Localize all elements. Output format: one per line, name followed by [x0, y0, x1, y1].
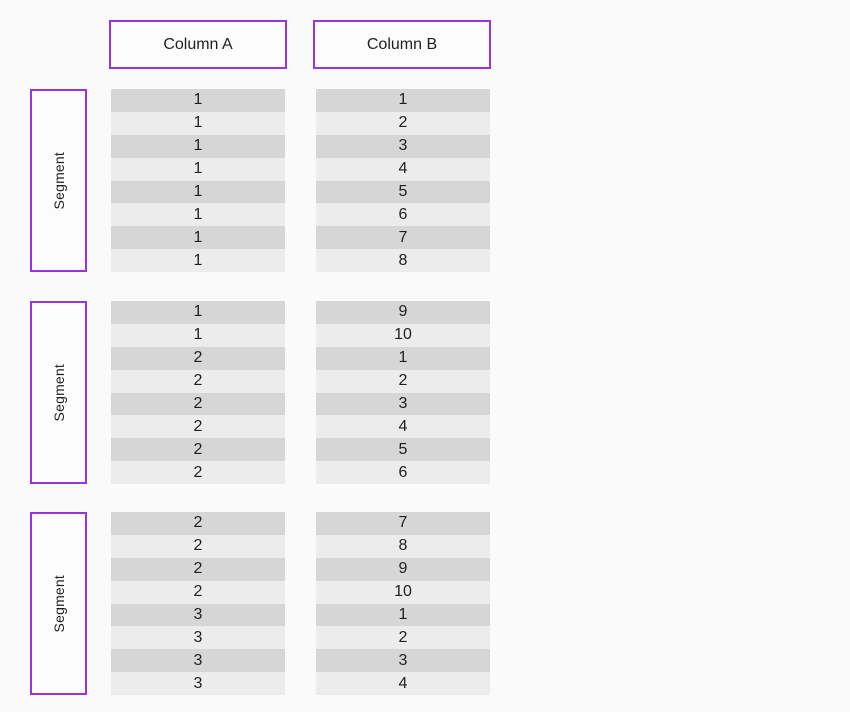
table-cell: 9: [316, 301, 490, 324]
table-cell: 8: [316, 249, 490, 272]
table-cell: 1: [111, 226, 285, 250]
table-cell: 3: [316, 649, 490, 673]
table-cell: 7: [316, 512, 490, 535]
column-b-cells: 7 8 9 10 1 2 3 4: [316, 512, 490, 695]
table-cell: 1: [111, 301, 285, 324]
table-cell: 4: [316, 415, 490, 439]
table-cell: 2: [111, 415, 285, 439]
table-cell: 5: [316, 180, 490, 204]
table-cell: 2: [111, 461, 285, 484]
table-cell: 6: [316, 461, 490, 484]
table-cell: 2: [111, 438, 285, 462]
table-cell: 1: [316, 346, 490, 370]
column-b-header-label: Column B: [366, 35, 438, 53]
table-cell: 7: [316, 226, 490, 250]
table-cell: 3: [316, 392, 490, 416]
table-cell: 8: [316, 534, 490, 558]
segment-label: Segment: [50, 363, 67, 422]
table-cell: 4: [316, 157, 490, 181]
table-cell: 2: [111, 580, 285, 604]
table-cell: 5: [316, 438, 490, 462]
column-b-cells: 9 10 1 2 3 4 5 6: [316, 301, 490, 484]
segment-group: Segment 1 1 2 2 2 2 2 2 9 10 1 2 3 4 5 6: [0, 301, 850, 484]
table-cell: 1: [316, 89, 490, 112]
segment-label-box: Segment: [30, 89, 87, 272]
table-cell: 2: [111, 534, 285, 558]
column-b-header: Column B: [313, 20, 491, 69]
table-cell: 1: [111, 157, 285, 181]
table-cell: 2: [111, 512, 285, 535]
table-cell: 2: [111, 346, 285, 370]
table-cell: 1: [111, 323, 285, 347]
table-cell: 10: [316, 323, 490, 347]
table-cell: 1: [111, 203, 285, 227]
segment-label-box: Segment: [30, 301, 87, 484]
segment-label: Segment: [50, 151, 67, 210]
column-a-header: Column A: [109, 20, 287, 69]
table-cell: 4: [316, 672, 490, 695]
column-a-header-label: Column A: [163, 35, 233, 53]
table-cell: 3: [111, 603, 285, 627]
table-cell: 1: [111, 134, 285, 158]
segment-group: Segment 2 2 2 2 3 3 3 3 7 8 9 10 1 2 3 4: [0, 512, 850, 695]
table-cell: 9: [316, 557, 490, 581]
table-cell: 3: [111, 649, 285, 673]
table-cell: 2: [111, 557, 285, 581]
table-cell: 3: [111, 672, 285, 695]
table-cell: 3: [111, 626, 285, 650]
table-cell: 6: [316, 203, 490, 227]
table-cell: 2: [316, 369, 490, 393]
segment-label: Segment: [50, 574, 67, 633]
table-cell: 1: [111, 111, 285, 135]
table-cell: 1: [111, 249, 285, 272]
segment-group: Segment 1 1 1 1 1 1 1 1 1 2 3 4 5 6 7 8: [0, 89, 850, 272]
table-cell: 2: [316, 111, 490, 135]
table-cell: 1: [111, 89, 285, 112]
table-cell: 3: [316, 134, 490, 158]
table-cell: 2: [111, 369, 285, 393]
table-cell: 1: [316, 603, 490, 627]
segment-label-box: Segment: [30, 512, 87, 695]
table-cell: 2: [111, 392, 285, 416]
table-cell: 10: [316, 580, 490, 604]
table-cell: 2: [316, 626, 490, 650]
table-cell: 1: [111, 180, 285, 204]
